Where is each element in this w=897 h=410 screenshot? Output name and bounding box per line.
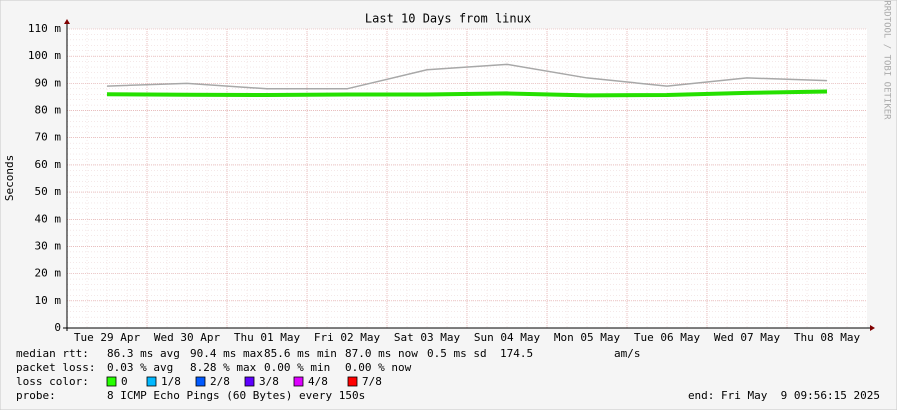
stat-text: 90.4 ms max	[190, 347, 263, 360]
legend-text: 4/8	[308, 375, 328, 388]
y-tick-label: 80 m	[35, 104, 62, 117]
stat-text: 174.5	[500, 347, 533, 360]
y-tick-label: 40 m	[35, 212, 62, 225]
stat-text: 85.6 ms min	[264, 347, 337, 360]
end-time: end: Fri May 9 09:56:15 2025	[688, 389, 880, 402]
axis-arrow	[870, 325, 875, 331]
legend-text: 2/8	[210, 375, 230, 388]
probe-label: probe:	[16, 389, 56, 402]
legend-swatch	[293, 376, 304, 387]
series-line	[106, 89, 828, 98]
stat-text: am/s	[614, 347, 641, 360]
y-tick-label: 70 m	[35, 131, 62, 144]
stat-text: 86.3 ms avg	[107, 347, 180, 360]
legend-text: 7/8	[362, 375, 382, 388]
x-tick-label: Thu 01 May	[234, 331, 301, 344]
stat-text: 0.00 % now	[345, 361, 412, 374]
y-tick-label: 30 m	[35, 239, 62, 252]
x-tick-label: Tue 29 Apr	[74, 331, 141, 344]
stat-text: 87.0 ms now	[345, 347, 418, 360]
y-tick-label: 20 m	[35, 267, 62, 280]
y-tick-label: 10 m	[35, 294, 62, 307]
stat-text: packet loss:	[16, 361, 95, 374]
legend-text: 0	[121, 375, 128, 388]
legend-swatch	[146, 376, 157, 387]
y-tick-label: 100 m	[28, 49, 61, 62]
stat-text: 0.03 % avg	[107, 361, 173, 374]
x-tick-label: Fri 02 May	[314, 331, 381, 344]
x-tick-label: Wed 30 Apr	[154, 331, 221, 344]
x-tick-label: Thu 08 May	[794, 331, 861, 344]
stat-text: median rtt:	[16, 347, 89, 360]
y-tick-label: 90 m	[35, 76, 62, 89]
legend-swatch	[244, 376, 255, 387]
legend-text: 1/8	[161, 375, 181, 388]
stat-text: 0.00 % min	[264, 361, 330, 374]
legend-label: loss color:	[16, 375, 89, 388]
legend-swatch	[347, 376, 358, 387]
series-line	[106, 63, 828, 90]
x-tick-label: Wed 07 May	[714, 331, 781, 344]
stat-text: 8.28 % max	[190, 361, 257, 374]
x-tick-label: Sat 03 May	[394, 331, 461, 344]
y-tick-label: 0	[54, 321, 61, 334]
x-tick-label: Tue 06 May	[634, 331, 701, 344]
legend-swatch	[195, 376, 206, 387]
legend-text: 3/8	[259, 375, 279, 388]
chart-title: Last 10 Days from linux	[365, 12, 531, 26]
y-axis-label: Seconds	[3, 155, 16, 201]
x-tick-label: Sun 04 May	[474, 331, 541, 344]
y-tick-label: 110 m	[28, 22, 61, 35]
axis-arrow	[64, 19, 70, 24]
legend-swatch	[106, 376, 117, 387]
stat-text: 0.5 ms sd	[427, 347, 487, 360]
y-tick-label: 60 m	[35, 158, 62, 171]
x-tick-label: Mon 05 May	[554, 331, 621, 344]
watermark: RRDTOOL / TOBI OETIKER	[882, 0, 892, 120]
probe-text: 8 ICMP Echo Pings (60 Bytes) every 150s	[107, 389, 365, 402]
y-tick-label: 50 m	[35, 185, 62, 198]
